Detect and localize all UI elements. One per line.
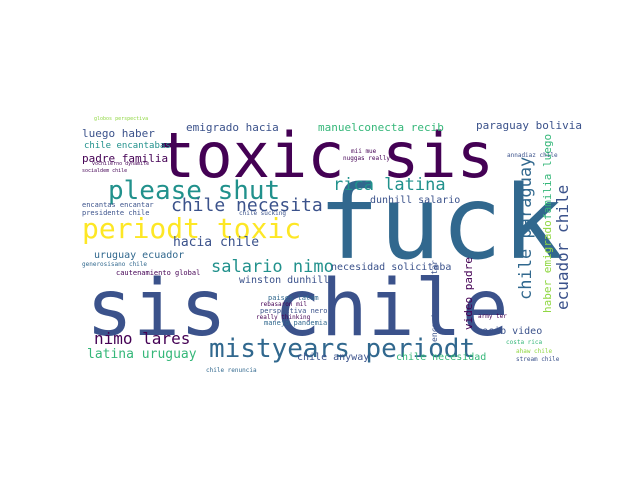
word-army-ter: army ter — [478, 313, 507, 320]
word-encantas-encantar: encantas encantar — [430, 260, 439, 342]
word-chile-anyway: chile anyway — [297, 352, 369, 363]
word-paraguay-bolivia: paraguay bolivia — [476, 119, 582, 132]
word-encantas-encantar-h: encantas encantar — [82, 201, 154, 209]
word-cautenamiento-global: cautenamiento global — [116, 269, 200, 277]
word-uruguay-ecuador: uruguay ecuador — [94, 250, 184, 261]
word-familia-luego: familia luego — [541, 134, 554, 220]
word-luego-haber: luego haber — [82, 127, 155, 140]
word-rebasaron-mil: rebasaron mil — [260, 301, 307, 308]
word-padre-familia: padre familia — [82, 152, 168, 165]
word-dunhill-salario: dunhill salario — [370, 195, 460, 206]
word-chile-sucking: chile sucking — [239, 210, 286, 217]
word-periodt-toxic: periodt toxic — [82, 212, 301, 245]
word-toxic-sis: toxic sis — [158, 119, 494, 192]
word-chile-encantabas: chile encantabas — [84, 141, 171, 151]
word-chile-renuncia: chile renuncia — [206, 367, 257, 374]
word-annadiaz-chile: annadiaz chile — [507, 152, 558, 159]
word-manuelconecta-recib: manuelconecta recib — [318, 121, 444, 134]
word-chile-paraguay: chile paraguay — [516, 157, 536, 300]
word-fuck: fuck — [318, 164, 564, 283]
word-winston-dunhill: winston dunhill — [239, 275, 329, 286]
word-latina-uruguay: latina uruguay — [87, 347, 197, 362]
word-manejo-pandemia: manejo pandemia — [264, 319, 327, 327]
word-salario-nimo: salario nimo — [211, 257, 334, 277]
word-costa-rica: costa rica — [506, 339, 543, 346]
word-chile-necesita: chile necesita — [171, 195, 323, 216]
word-perspectiva-nero: perspectiva nero — [260, 307, 327, 315]
word-ecuador-chile: ecuador chile — [553, 185, 572, 310]
word-emigrado-hacia: emigrado hacia — [186, 121, 279, 134]
word-really-thinking: really thinking — [256, 314, 311, 321]
word-mistyears-periodt: mistyears periodt — [209, 334, 475, 364]
word-sis-chile: sis chile — [86, 264, 509, 354]
word-nimo-lares: nimo lares — [94, 329, 190, 348]
word-socialdem-chile: socialdem chile — [82, 168, 127, 174]
word-nuggas-really: nuggas really — [343, 155, 390, 162]
word-generoso-chile: generosisano chile — [82, 261, 147, 268]
word-mii-mue: mii mue — [351, 148, 377, 155]
word-presidente-chile: presidente chile — [82, 209, 149, 217]
word-ahaw-chile: ahaw chile — [516, 348, 553, 355]
word-recib-video: recib video — [476, 326, 542, 337]
word-haber-emigrado: haber emigrado — [541, 220, 554, 313]
word-video-padre: video padre — [462, 257, 475, 330]
word-hacia-chile: hacia chile — [173, 235, 259, 250]
word-chile-necesidad: chile necesidad — [396, 352, 486, 363]
word-stream-chile: stream chile — [516, 356, 560, 363]
word-vochilerno-dynamite: vochilerno dynamite — [92, 161, 149, 167]
word-globos-perspectiva: globos perspectiva — [94, 116, 148, 122]
word-paises-latam: paises latam — [268, 294, 319, 302]
word-please-shut: please shut — [108, 176, 280, 206]
word-necesidad-solicitaba: necesidad solicitaba — [331, 262, 451, 273]
word-rica-latina: rica latina — [333, 175, 446, 195]
